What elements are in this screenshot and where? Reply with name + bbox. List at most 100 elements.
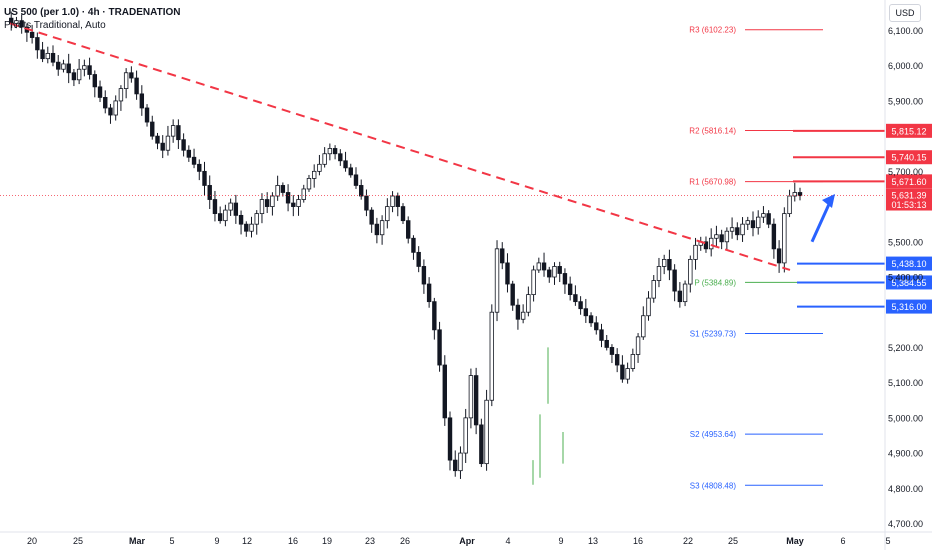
candle-body — [458, 452, 463, 472]
candle-body — [170, 125, 176, 137]
price-tick-label: 5,900.00 — [888, 96, 923, 106]
candle-body — [108, 107, 113, 116]
candle-body — [787, 195, 792, 215]
candle — [338, 149, 343, 166]
candle — [385, 198, 390, 229]
candle-body — [583, 308, 589, 317]
candle-body — [29, 31, 35, 38]
candle-body — [406, 220, 411, 239]
candle-body — [92, 74, 98, 88]
support-label: 5,316.00 — [891, 302, 926, 312]
candle — [505, 253, 510, 293]
candle — [249, 216, 254, 238]
candle-body — [71, 72, 77, 81]
candle — [573, 285, 578, 306]
candle-body — [264, 199, 270, 207]
currency-button[interactable]: USD — [889, 4, 921, 22]
candle — [176, 119, 181, 149]
candle — [134, 70, 139, 100]
candle — [646, 291, 651, 321]
candle — [557, 261, 562, 283]
candle — [181, 133, 186, 157]
candle-body — [374, 223, 380, 236]
candle-body — [416, 251, 421, 267]
candle-body — [797, 192, 803, 197]
candle-body — [442, 364, 447, 419]
time-tick-label: 6 — [840, 536, 845, 546]
time-tick-label: 25 — [728, 536, 738, 546]
candle — [667, 249, 672, 281]
candle — [682, 280, 688, 307]
chart-header: US 500 (per 1.0) · 4h · TRADENATION Pivo… — [4, 6, 181, 32]
arrow-head — [822, 194, 835, 209]
candle-body — [552, 266, 557, 278]
downtrend-line — [9, 22, 791, 271]
candle — [379, 215, 385, 245]
candle — [212, 190, 218, 222]
candle-body — [526, 294, 531, 313]
support-tag — [886, 256, 932, 271]
candle-body — [776, 248, 782, 264]
candle-body — [123, 72, 129, 90]
candle — [170, 119, 176, 143]
candle — [426, 277, 432, 308]
support-label: 5,438.10 — [891, 259, 926, 269]
candle — [698, 236, 703, 251]
price-tick-label: 5,000.00 — [888, 413, 923, 423]
candle-body — [186, 149, 192, 158]
candle — [562, 268, 568, 294]
candle-body — [150, 121, 155, 137]
time-tick-label: 26 — [400, 536, 410, 546]
candle-body — [719, 234, 724, 243]
candle — [500, 242, 505, 270]
candle — [750, 211, 756, 237]
candle-body — [40, 49, 45, 60]
candle — [735, 222, 740, 241]
candle-body — [562, 273, 568, 285]
candle-body — [656, 266, 662, 281]
candle-body — [348, 167, 353, 176]
candle-body — [369, 209, 374, 225]
candle — [56, 55, 61, 76]
candle-body — [249, 223, 254, 232]
candle-body — [479, 424, 484, 465]
candle-body — [688, 258, 693, 285]
candle-body — [432, 301, 437, 331]
candle-body — [505, 262, 510, 285]
candle-body — [510, 283, 515, 306]
candle — [437, 321, 442, 372]
time-tick-label: 22 — [683, 536, 693, 546]
candle-body — [745, 220, 750, 225]
candle-body — [202, 170, 207, 186]
candle-body — [254, 213, 259, 225]
resistance-label: 5,740.15 — [891, 153, 926, 163]
candle-body — [97, 86, 103, 98]
pivot-label-s3: S3 (4808.48) — [690, 481, 737, 490]
pivot-label-p: P (5384.89) — [694, 278, 736, 287]
resistance-tag — [886, 174, 932, 189]
candle-body — [306, 177, 312, 190]
candle — [745, 216, 750, 231]
candle-body — [217, 213, 223, 222]
candle — [118, 85, 124, 111]
candle — [677, 282, 683, 308]
candle — [771, 218, 777, 259]
candle-body — [447, 417, 453, 461]
candle-body — [207, 185, 212, 200]
candle — [756, 210, 761, 235]
candle-body — [630, 354, 636, 369]
candle-body — [332, 148, 338, 155]
time-tick-label: 9 — [214, 536, 219, 546]
candle — [693, 237, 698, 270]
candle-body — [181, 139, 186, 151]
candle-body — [494, 248, 500, 313]
time-tick-label: May — [786, 536, 804, 546]
candle — [45, 46, 50, 64]
price-tick-label: 4,800.00 — [888, 484, 923, 494]
candle — [395, 192, 400, 217]
candle-body — [322, 153, 327, 165]
candle — [432, 297, 437, 340]
candle-body — [317, 163, 322, 172]
candle — [238, 210, 244, 235]
